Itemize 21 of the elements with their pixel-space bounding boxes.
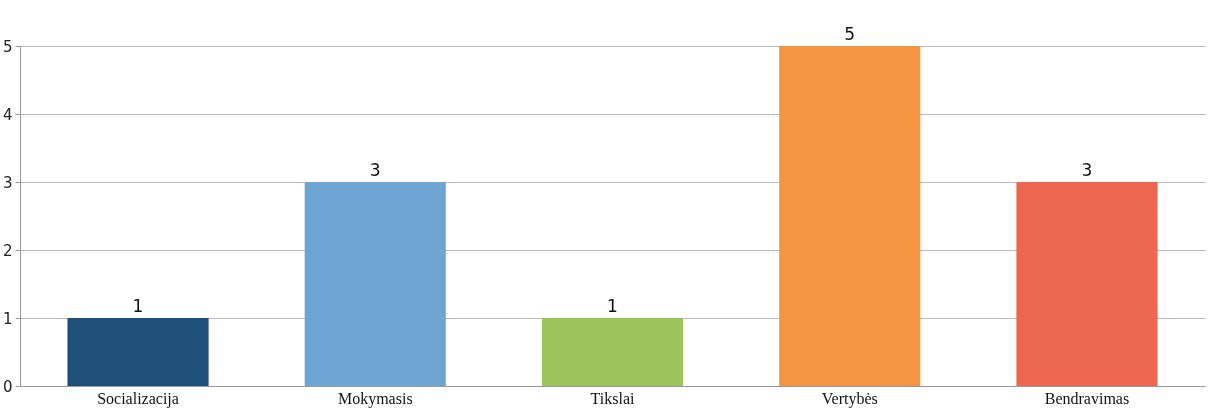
data-label: 3 [1081, 160, 1093, 180]
x-tick-label: Mokymasis [337, 389, 413, 408]
y-tick-label: 1 [2, 309, 13, 328]
data-label: 1 [132, 296, 144, 316]
data-label: 1 [607, 296, 618, 316]
bar [1016, 182, 1158, 386]
data-label: 3 [369, 160, 381, 180]
y-tick-label: 2 [2, 241, 13, 260]
y-tick-label: 3 [2, 173, 13, 192]
y-tick-label: 4 [2, 105, 13, 124]
bar [67, 318, 209, 386]
x-tick-label: Tikslai [590, 389, 635, 407]
bar [304, 182, 446, 386]
x-tick-label: Socializacija [97, 389, 179, 408]
data-label: 5 [844, 24, 856, 44]
x-tick-label: Bendravimas [1044, 389, 1130, 407]
y-tick-label: 0 [2, 377, 13, 396]
bar [541, 318, 684, 386]
x-tick-label: Vertybės [821, 389, 878, 408]
y-tick-label: 5 [2, 37, 13, 56]
bar [779, 46, 921, 386]
